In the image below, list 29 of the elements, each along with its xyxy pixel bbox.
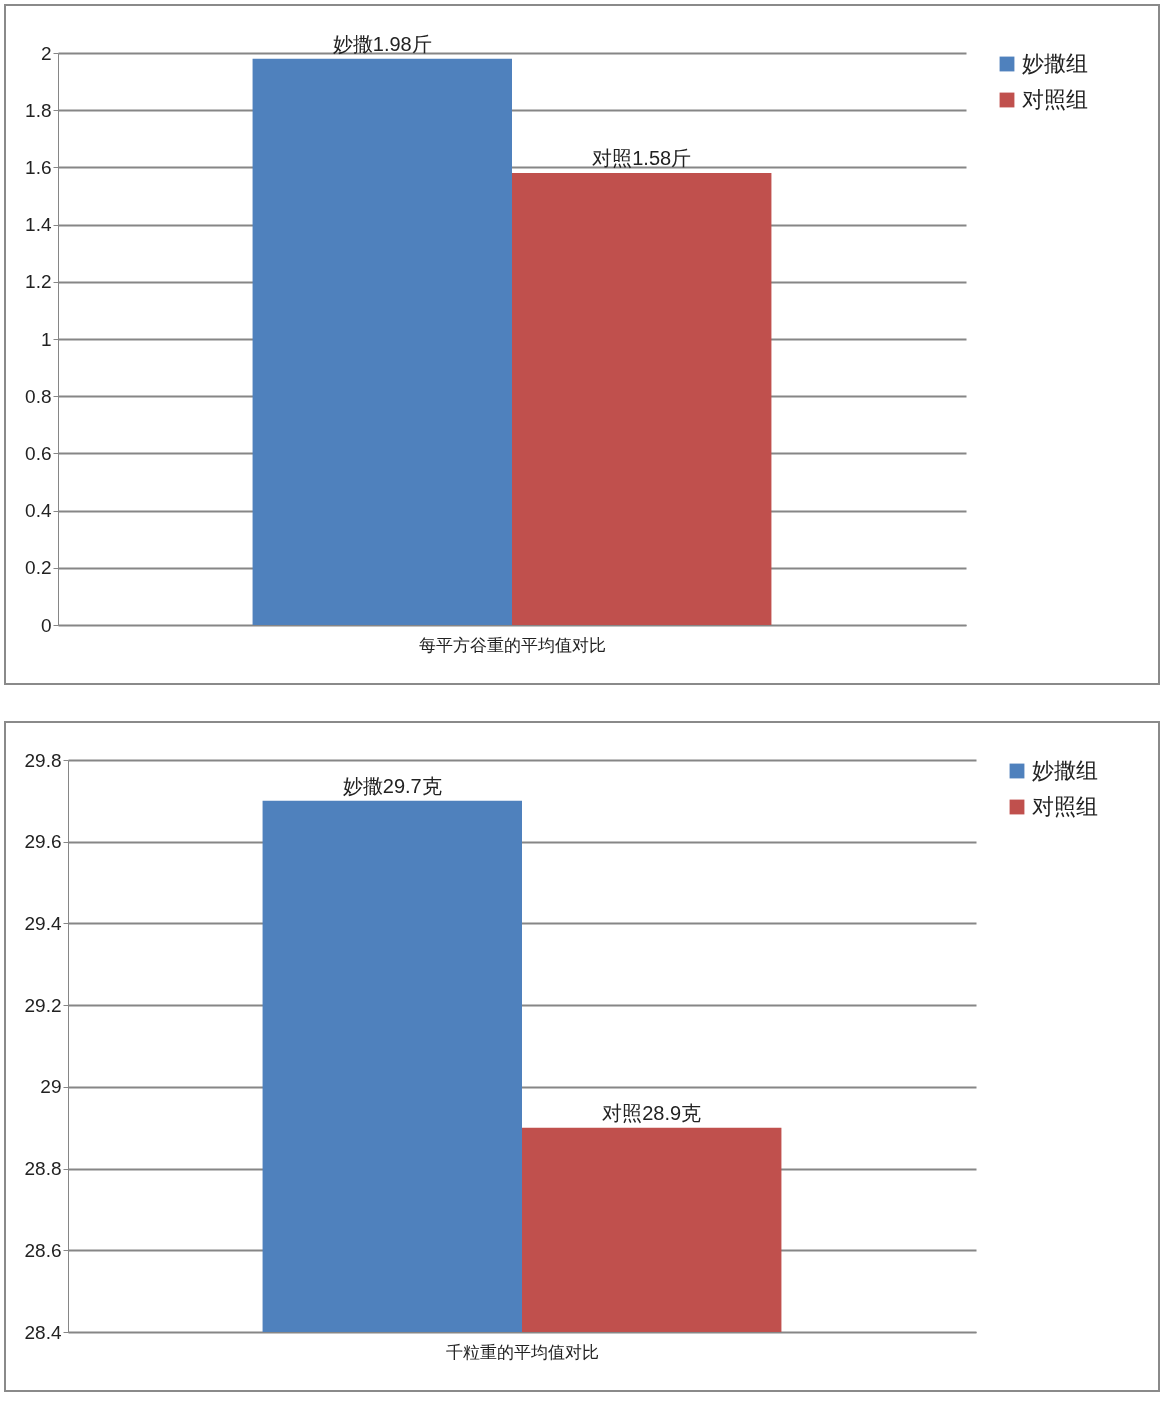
y-tick-label: 1.4 [25, 214, 52, 236]
y-tick-label: 1.2 [25, 271, 52, 293]
x-tick-label: 每平方谷重的平均值对比 [418, 635, 606, 655]
y-tick-label: 1.8 [25, 99, 52, 121]
y-tick-label: 28.4 [24, 1321, 62, 1343]
y-tick-label: 29.6 [24, 831, 62, 853]
y-tick-label: 29 [40, 1076, 62, 1098]
y-tick-label: 0.6 [25, 442, 52, 464]
y-tick-label: 2 [40, 42, 52, 64]
y-tick-label: 29.2 [24, 994, 62, 1016]
y-tick-label: 28.6 [24, 1239, 62, 1261]
y-tick-label: 0.8 [25, 385, 52, 407]
y-tick-label: 0.4 [25, 500, 52, 522]
legend-label: 妙撒组 [1022, 51, 1088, 76]
legend-label: 妙撒组 [1032, 758, 1098, 783]
y-tick-label: 1 [40, 328, 52, 350]
y-tick-label: 29.8 [24, 749, 62, 771]
data-label: 妙撒1.98斤 [332, 32, 432, 55]
y-tick-label: 1.6 [25, 156, 52, 178]
data-label: 对照1.58斤 [592, 147, 692, 170]
y-tick-label: 0.2 [25, 557, 52, 579]
legend-label: 对照组 [1032, 794, 1098, 819]
y-tick-label: 28.8 [24, 1158, 62, 1180]
y-tick-label: 29.4 [24, 912, 62, 934]
y-tick-label: 0 [40, 614, 52, 636]
x-tick-label: 千粒重的平均值对比 [445, 1342, 599, 1362]
data-label: 妙撒29.7克 [342, 774, 442, 797]
legend-label: 对照组 [1022, 87, 1088, 112]
data-label: 对照28.9克 [602, 1101, 702, 1124]
